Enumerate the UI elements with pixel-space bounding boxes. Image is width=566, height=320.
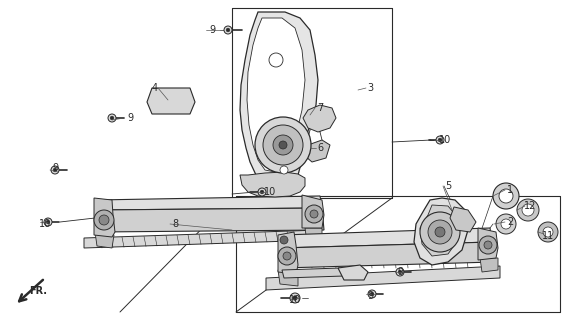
Polygon shape — [240, 172, 305, 197]
Circle shape — [283, 252, 291, 260]
Circle shape — [484, 241, 492, 249]
Circle shape — [310, 210, 318, 218]
Text: 9: 9 — [52, 163, 58, 173]
Circle shape — [501, 219, 511, 229]
Polygon shape — [305, 140, 330, 162]
Polygon shape — [280, 228, 492, 248]
Circle shape — [538, 222, 558, 242]
Text: 4: 4 — [152, 83, 158, 93]
Circle shape — [305, 205, 323, 223]
Circle shape — [273, 135, 293, 155]
Circle shape — [493, 183, 519, 209]
Polygon shape — [338, 265, 368, 280]
Circle shape — [110, 116, 114, 120]
Circle shape — [398, 270, 402, 274]
Text: 10: 10 — [39, 219, 51, 229]
Circle shape — [224, 26, 232, 34]
Text: 3: 3 — [367, 83, 373, 93]
Circle shape — [428, 220, 452, 244]
Circle shape — [99, 215, 109, 225]
Text: 7: 7 — [317, 103, 323, 113]
Circle shape — [269, 53, 283, 67]
Circle shape — [280, 166, 288, 174]
Polygon shape — [305, 228, 322, 242]
Circle shape — [258, 188, 266, 196]
Polygon shape — [266, 266, 500, 290]
Circle shape — [368, 290, 376, 298]
Polygon shape — [478, 228, 498, 260]
Circle shape — [517, 199, 539, 221]
Text: 6: 6 — [317, 143, 323, 153]
Text: 12: 12 — [524, 201, 536, 211]
Circle shape — [280, 236, 288, 244]
Text: 8: 8 — [172, 219, 178, 229]
Polygon shape — [240, 12, 318, 188]
Circle shape — [255, 117, 311, 173]
Text: 9: 9 — [127, 113, 133, 123]
Polygon shape — [278, 270, 298, 286]
Polygon shape — [94, 198, 115, 237]
Circle shape — [290, 293, 300, 303]
Text: 10: 10 — [439, 135, 451, 145]
Polygon shape — [303, 105, 336, 132]
Circle shape — [543, 227, 553, 237]
Polygon shape — [95, 196, 322, 210]
Circle shape — [522, 204, 534, 216]
Text: 9: 9 — [397, 267, 403, 277]
Circle shape — [396, 268, 404, 276]
Text: 9: 9 — [209, 25, 215, 35]
Circle shape — [435, 227, 445, 237]
Polygon shape — [420, 205, 458, 256]
Polygon shape — [95, 232, 114, 248]
Polygon shape — [450, 207, 476, 232]
Circle shape — [479, 236, 497, 254]
Circle shape — [293, 296, 297, 300]
Text: 5: 5 — [445, 181, 451, 191]
Text: 10: 10 — [289, 295, 301, 305]
Polygon shape — [84, 230, 320, 248]
Circle shape — [260, 190, 264, 194]
Circle shape — [279, 141, 287, 149]
Text: 10: 10 — [264, 187, 276, 197]
Circle shape — [51, 166, 59, 174]
Circle shape — [226, 28, 230, 32]
Circle shape — [53, 168, 57, 172]
Polygon shape — [414, 198, 468, 265]
Text: FR.: FR. — [29, 286, 47, 296]
Text: 2: 2 — [507, 217, 513, 227]
Circle shape — [499, 189, 513, 203]
Text: 1: 1 — [507, 185, 513, 195]
Polygon shape — [280, 242, 494, 268]
Polygon shape — [247, 18, 305, 172]
Polygon shape — [480, 258, 498, 272]
Text: 11: 11 — [542, 231, 554, 241]
Circle shape — [436, 136, 444, 144]
Polygon shape — [147, 88, 195, 114]
Circle shape — [94, 210, 114, 230]
Circle shape — [44, 218, 52, 226]
Circle shape — [263, 125, 303, 165]
Circle shape — [370, 292, 374, 296]
Text: 9: 9 — [367, 291, 373, 301]
Polygon shape — [278, 232, 298, 274]
Circle shape — [496, 214, 516, 234]
Circle shape — [438, 138, 442, 142]
Circle shape — [420, 212, 460, 252]
Circle shape — [108, 114, 116, 122]
Polygon shape — [282, 268, 344, 278]
Polygon shape — [95, 208, 324, 232]
Circle shape — [278, 247, 296, 265]
Polygon shape — [302, 195, 324, 228]
Circle shape — [46, 220, 50, 224]
